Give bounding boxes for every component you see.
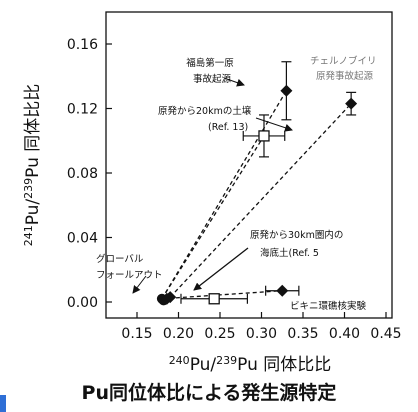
arrow-soil20 [255,117,293,132]
x-axis-label: 240Pu/239Pu 同体比比 [169,354,332,375]
y-axis-ticks: 0.00 0.04 0.08 0.12 0.16 [67,37,112,311]
x-tick-label: 0.30 [246,326,277,342]
y-tick-label: 0.12 [67,102,98,118]
annotation-fukushima-line2: 事故起源 [193,73,232,85]
x-tick-label: 0.45 [370,326,401,342]
marker-bikini [276,284,289,297]
data-markers [156,84,358,306]
dashed-trend-line [161,290,283,300]
arrow-sea30 [193,247,249,291]
annotation-soil20-line2: (Ref. 13) [208,122,248,133]
error-bars [180,61,357,304]
dashed-trend-line [161,135,265,300]
x-axis-ticks: 0.15 0.20 0.25 0.30 0.35 0.40 0.45 [121,312,402,342]
annotation-chernobyl-line2: 原発事故起源 [316,70,374,82]
marker-chernobyl [345,97,358,110]
annotation-chernobyl-line1: チェルノブイリ [310,55,377,67]
dashed-trend-line [169,103,352,298]
annotation-sea30-line2: 海底土(Ref. 5 [260,247,319,259]
annotation-sea30-line1: 原発から30km圏内の [250,229,343,241]
marker-soil-20km [258,130,270,142]
x-tick-label: 0.35 [287,326,318,342]
annotation-bikini: ビキニ環礁核実験 [290,300,367,312]
isotope-ratio-chart: 0.15 0.20 0.25 0.30 0.35 0.40 0.45 0.000.040.0… [22,11,402,375]
annotation-global-line2: フォールアウト [96,270,163,281]
slide-corner-accent [0,395,6,412]
arrow-global [132,275,147,294]
y-axis-label: 241Pu/239Pu 同体比比 [22,84,43,247]
marker-global-4 [164,291,177,304]
x-tick-label: 0.40 [329,326,360,342]
annotations: 福島第一原 事故起源 チェルノブイリ 原発事故起源 原発から20kmの土壌 (R… [96,55,377,312]
y-tick-label: 0.08 [67,166,98,182]
y-tick-label: 0.00 [67,295,98,311]
x-tick-label: 0.20 [163,326,194,342]
annotation-fukushima-line1: 福島第一原 [186,57,234,69]
y-tick-label: 0.16 [67,37,98,53]
connector-lines [161,90,352,300]
x-tick-label: 0.15 [121,326,152,342]
marker-fukushima [280,84,293,97]
y-tick-label: 0.04 [67,231,98,247]
figure-caption: Pu同位体比による発生源特定 [81,382,337,404]
plot-frame [105,11,393,319]
x-tick-label: 0.25 [204,326,235,342]
marker-sea-soil-30km [208,293,220,305]
annotation-global-line1: グローバル [96,253,144,265]
dashed-trend-line [161,90,287,300]
arrow-fukushima [223,77,245,87]
annotation-soil20-line1: 原発から20kmの土壌 [158,105,252,117]
